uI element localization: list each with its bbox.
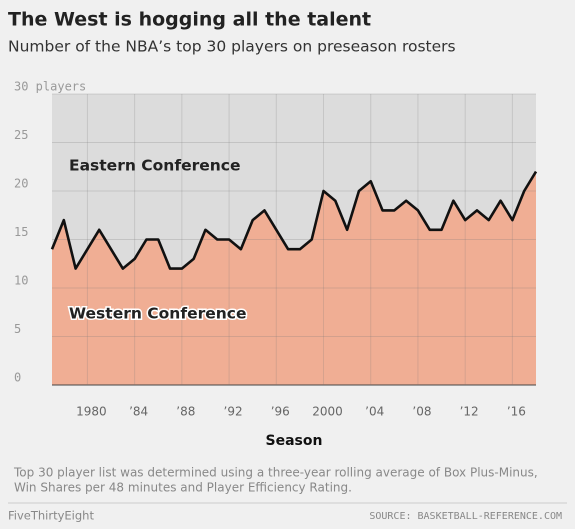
area xyxy=(52,94,536,269)
x-tick-label: ’92 xyxy=(224,405,243,419)
area xyxy=(52,171,536,385)
footnote: Win Shares per 48 minutes and Player Eff… xyxy=(14,481,352,495)
x-tick-label: 1980 xyxy=(76,405,107,419)
y-tick-label: 20 xyxy=(14,177,28,191)
x-tick-label: ’08 xyxy=(412,405,431,419)
x-tick-label: 2000 xyxy=(312,405,343,419)
series-label: Eastern Conference xyxy=(69,157,240,175)
y-tick-label: 5 xyxy=(14,322,21,336)
y-tick-label: 25 xyxy=(14,128,28,142)
brand: FiveThirtyEight xyxy=(8,509,94,523)
source: SOURCE: BASKETBALL-REFERENCE.COM xyxy=(369,511,562,522)
y-tick-label: 0 xyxy=(14,371,21,385)
chart-subtitle: Number of the NBA’s top 30 players on pr… xyxy=(8,38,456,56)
x-tick-label: ’04 xyxy=(365,405,384,419)
y-tick-label: 10 xyxy=(14,274,28,288)
x-tick-label: ’84 xyxy=(129,405,148,419)
footnote: Top 30 player list was determined using … xyxy=(13,466,538,480)
y-tick-label: 30 players xyxy=(14,80,86,94)
y-tick-label: 15 xyxy=(14,225,28,239)
x-tick-label: ’16 xyxy=(507,405,526,419)
series-label: Western Conference xyxy=(69,305,247,323)
chart-title: The West is hogging all the talent xyxy=(8,9,371,31)
x-tick-label: ’96 xyxy=(271,405,290,419)
x-tick-label: ’12 xyxy=(460,405,479,419)
x-axis-label: Season xyxy=(266,433,323,449)
x-tick-label: ’88 xyxy=(176,405,195,419)
line xyxy=(50,170,538,270)
